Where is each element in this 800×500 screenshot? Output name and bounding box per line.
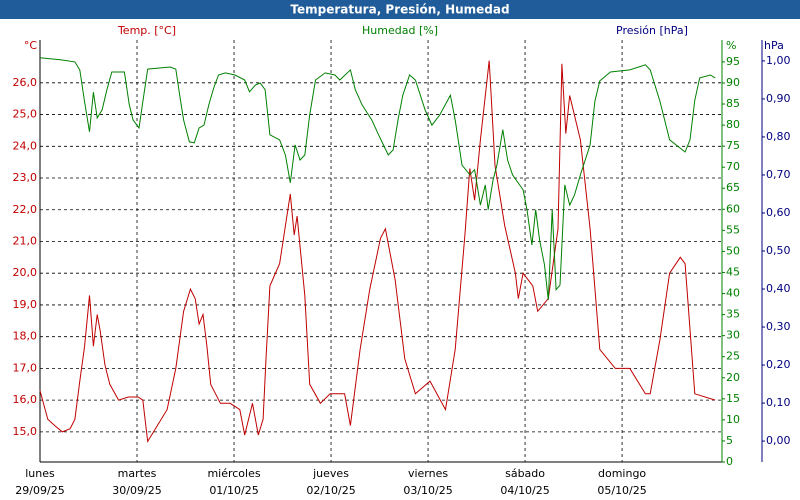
y2-tick-label: 65	[726, 181, 740, 194]
y2-tick-label: 50	[726, 244, 740, 257]
y3-tick-label: 0,40	[766, 282, 791, 295]
x-tick-day: domingo	[598, 467, 646, 480]
y2-tick-label: 5	[726, 434, 733, 447]
y2-tick-label: 40	[726, 287, 740, 300]
y2-tick-label: 90	[726, 76, 740, 89]
y3-tick-label: 0,00	[766, 434, 791, 447]
x-tick-label: 05/10/25	[597, 484, 646, 497]
y-tick-label: 15,0	[13, 425, 38, 438]
y2-tick-label: 45	[726, 265, 740, 278]
y-tick-label: 17,0	[13, 361, 38, 374]
y2-tick-label: 15	[726, 392, 740, 405]
x-tick-day: miércoles	[207, 467, 260, 480]
y-tick-label: 24,0	[13, 139, 38, 152]
y-tick-label: 21,0	[13, 234, 38, 247]
y2-tick-label: 60	[726, 202, 740, 215]
chart-title: Temperatura, Presión, Humedad	[290, 3, 509, 17]
y3-tick-label: 0,10	[766, 396, 791, 409]
y-title: Temp. [°C]	[117, 24, 176, 37]
y2-tick-label: 10	[726, 413, 740, 426]
y-tick-label: 23,0	[13, 171, 38, 184]
y2-title: Humedad [%]	[362, 24, 438, 37]
x-tick-label: 29/09/25	[15, 484, 64, 497]
y2-tick-label: 0	[726, 455, 733, 468]
y-tick-label: 19,0	[13, 298, 38, 311]
y3-title: Presión [hPa]	[616, 24, 688, 37]
y3-tick-label: 0,80	[766, 130, 791, 143]
y-tick-label: 18,0	[13, 330, 38, 343]
y3-tick-label: 0,90	[766, 92, 791, 105]
y2-unit: %	[726, 39, 736, 52]
y3-tick-label: 1,00	[766, 54, 791, 67]
x-tick-label: 04/10/25	[500, 484, 549, 497]
x-tick-day: jueves	[312, 467, 349, 480]
y-tick-label: 25,0	[13, 108, 38, 121]
x-tick-label: 30/09/25	[112, 484, 161, 497]
y-unit: °C	[24, 39, 38, 52]
y2-tick-label: 70	[726, 160, 740, 173]
x-tick-label: 03/10/25	[403, 484, 452, 497]
x-tick-day: sábado	[505, 467, 545, 480]
series-line	[39, 57, 716, 300]
x-tick-label: 02/10/25	[306, 484, 355, 497]
y3-tick-label: 0,50	[766, 244, 791, 257]
y2-tick-label: 75	[726, 139, 740, 152]
y2-tick-label: 85	[726, 97, 740, 110]
y2-tick-label: 20	[726, 371, 740, 384]
y-tick-label: 20,0	[13, 266, 38, 279]
series-line	[39, 60, 716, 443]
x-tick-label: 01/10/25	[209, 484, 258, 497]
y-tick-label: 22,0	[13, 203, 38, 216]
y2-tick-label: 95	[726, 55, 740, 68]
y2-tick-label: 35	[726, 308, 740, 321]
y2-tick-label: 55	[726, 223, 740, 236]
y3-tick-label: 0,70	[766, 168, 791, 181]
x-tick-day: lunes	[25, 467, 55, 480]
x-tick-day: viernes	[408, 467, 448, 480]
y3-tick-label: 0,60	[766, 206, 791, 219]
y3-tick-label: 0,20	[766, 358, 791, 371]
y-tick-label: 26,0	[13, 76, 38, 89]
y3-tick-label: 0,30	[766, 320, 791, 333]
y-tick-label: 16,0	[13, 393, 38, 406]
y2-tick-label: 25	[726, 350, 740, 363]
title-bar	[0, 0, 800, 19]
y3-unit: hPa	[764, 39, 784, 52]
y2-tick-label: 80	[726, 118, 740, 131]
y2-tick-label: 30	[726, 329, 740, 342]
x-tick-day: martes	[118, 467, 157, 480]
